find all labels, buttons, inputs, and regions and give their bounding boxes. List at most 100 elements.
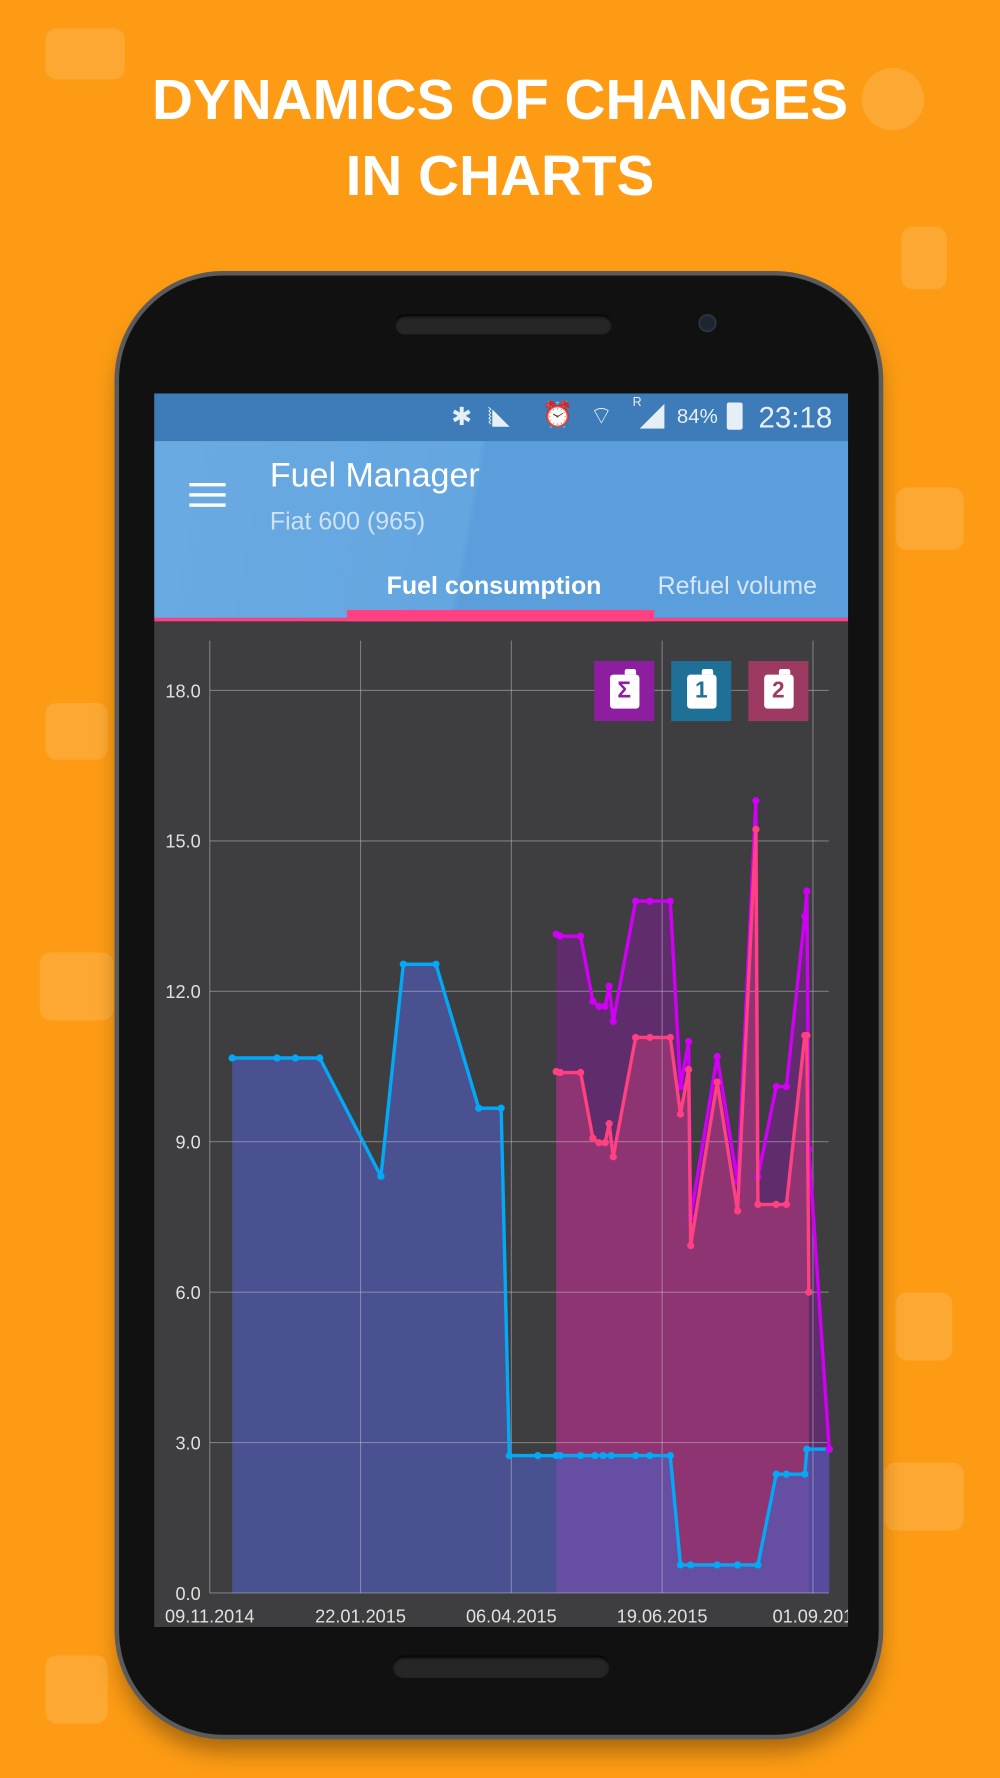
- data-point-sum: [803, 887, 811, 895]
- data-point-2: [733, 1207, 742, 1215]
- wifi-icon: ⌔: [589, 401, 614, 430]
- series-line-1: [232, 962, 830, 1567]
- data-point-sum: [801, 912, 809, 920]
- data-point-sum: [595, 1002, 603, 1010]
- vibrate-icon: ⦚◣: [487, 404, 510, 430]
- data-point-2: [803, 1031, 811, 1040]
- data-point-2: [805, 1288, 813, 1296]
- y-tick-label: 0.0: [175, 1584, 200, 1604]
- fuel-can-sum-icon: Σ: [609, 668, 639, 709]
- bluetooth-icon: ✱: [451, 402, 473, 431]
- data-point-sum: [646, 897, 654, 905]
- data-point-1: [591, 1451, 599, 1460]
- data-point-1: [607, 1451, 615, 1460]
- signal-icon: [639, 403, 665, 429]
- data-point-2: [646, 1033, 654, 1042]
- x-tick-label: 09.11.2014: [165, 1606, 254, 1626]
- legend-glyph: 2: [772, 678, 785, 703]
- truck-icon: [884, 1462, 964, 1531]
- data-point-1: [432, 960, 440, 968]
- data-point-sum: [825, 1445, 833, 1453]
- y-tick-label: 9.0: [175, 1133, 200, 1153]
- data-point-2: [676, 1110, 685, 1118]
- data-point-2: [713, 1078, 721, 1086]
- fuel-can-1-icon: 1: [686, 668, 716, 709]
- fuel-consumption-chart: 0.0 3.0 6.0 9.0 12.0 15.0 18.0 09.11.2014 22.01.…: [165, 640, 848, 1626]
- data-point-1: [556, 1451, 564, 1460]
- headline-line-1: DYNAMICS OF CHANGES: [151, 68, 849, 132]
- data-point-sum: [713, 1052, 721, 1061]
- data-point-2: [666, 1033, 674, 1042]
- data-point-1: [497, 1104, 505, 1112]
- data-point-sum: [752, 797, 760, 805]
- data-point-1: [801, 1470, 809, 1478]
- fuel-pump-icon: [895, 1292, 953, 1361]
- legend-toggle-1[interactable]: 1: [671, 661, 732, 722]
- x-tick-label: 19.06.2015: [617, 1606, 708, 1626]
- x-tick-label: 01.09.201: [773, 1606, 848, 1626]
- data-point-2: [577, 1068, 585, 1077]
- data-point-1: [666, 1451, 674, 1460]
- legend-glyph: 1: [694, 678, 708, 703]
- data-point-1: [713, 1561, 721, 1569]
- y-tick-label: 18.0: [165, 681, 200, 701]
- data-point-sum: [601, 1002, 609, 1010]
- radiator-icon: [45, 702, 108, 760]
- data-point-2: [687, 1241, 695, 1250]
- data-point-1: [754, 1561, 762, 1569]
- data-point-1: [534, 1451, 542, 1460]
- data-point-2: [609, 1153, 617, 1161]
- vehicle-subtitle: Fiat 600 (965): [269, 506, 426, 536]
- data-point-1: [399, 960, 407, 968]
- data-point-2: [601, 1139, 609, 1147]
- tab-refuel-volume[interactable]: Refuel volume: [657, 571, 818, 600]
- y-tick-label: 12.0: [165, 982, 200, 1002]
- truck-icon: [45, 28, 125, 80]
- data-point-sum: [632, 897, 640, 905]
- legend-toggle-2[interactable]: 2: [748, 661, 809, 722]
- app-bar: Fuel Manager Fiat 600 (965) Fuel consump…: [154, 441, 849, 618]
- data-point-1: [316, 1054, 324, 1062]
- data-point-1: [646, 1451, 654, 1460]
- data-point-2: [772, 1200, 780, 1209]
- y-tick-label: 15.0: [165, 832, 200, 852]
- legend-toggle-sum[interactable]: Σ: [594, 661, 655, 722]
- data-point-sum: [666, 897, 674, 905]
- data-point-sum: [772, 1082, 780, 1091]
- data-point-1: [733, 1561, 742, 1569]
- status-bar: ✱ ⦚◣ ⏰ ⌔ R 84% 23:18: [154, 393, 849, 442]
- data-point-2: [752, 825, 760, 833]
- app-screen: ✱ ⦚◣ ⏰ ⌔ R 84% 23:18 Fuel Manager Fiat 6…: [154, 393, 849, 1628]
- phone-speaker: [394, 314, 613, 335]
- phone-speaker: [392, 1655, 610, 1679]
- data-point-1: [475, 1104, 483, 1112]
- area-1: [232, 964, 830, 1593]
- data-point-2: [556, 1068, 564, 1077]
- radiator-icon: [901, 226, 947, 290]
- x-tick-label: 22.01.2015: [315, 1606, 406, 1626]
- headline-line-2: IN CHARTS: [345, 143, 655, 208]
- data-point-2: [605, 1120, 613, 1128]
- tab-divider: [154, 617, 849, 622]
- data-point-2: [782, 1200, 791, 1209]
- data-point-sum: [556, 932, 564, 940]
- data-point-1: [632, 1451, 640, 1460]
- data-point-sum: [782, 1082, 791, 1091]
- clock: 23:18: [758, 400, 833, 435]
- radiator-icon: [45, 1655, 108, 1724]
- data-point-1: [291, 1054, 299, 1062]
- app-title: Fuel Manager: [269, 456, 480, 495]
- data-point-sum: [609, 1017, 617, 1026]
- active-tab-indicator: [346, 609, 655, 622]
- data-point-1: [676, 1561, 685, 1569]
- data-point-1: [599, 1451, 607, 1460]
- tab-fuel-consumption[interactable]: Fuel consumption: [386, 571, 602, 600]
- roaming-indicator: R: [632, 395, 642, 410]
- data-point-2: [754, 1200, 762, 1209]
- data-point-1: [377, 1172, 385, 1180]
- data-point-1: [228, 1054, 236, 1062]
- hamburger-menu-icon[interactable]: [183, 473, 233, 516]
- truck-icon: [39, 952, 114, 1021]
- data-point-sum: [605, 982, 613, 990]
